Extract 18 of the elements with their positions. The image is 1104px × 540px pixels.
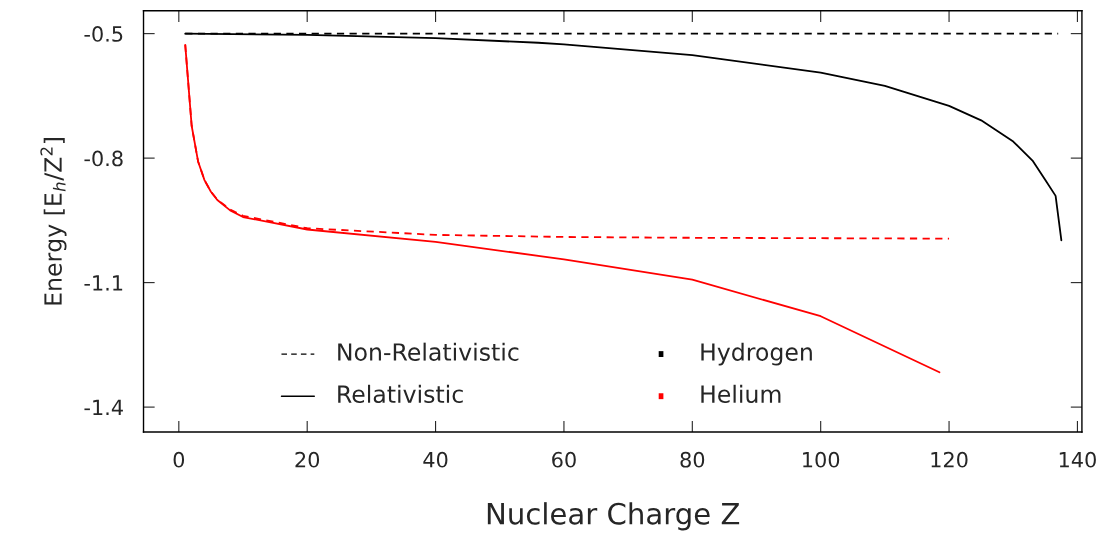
annotation: Relativistic bbox=[338, 384, 463, 404]
x-tick-label: 100 bbox=[803, 451, 840, 468]
x-tick-label: 20 bbox=[295, 451, 320, 468]
x-tick-label: 40 bbox=[423, 451, 448, 468]
y-tick-label: -0.8 bbox=[84, 150, 123, 167]
y-tick-label: -1.1 bbox=[84, 275, 123, 291]
annotation: Helium bbox=[701, 384, 781, 404]
y-axis-title: Energy [E$_{h}$/Z$^{2}$] bbox=[40, 138, 67, 305]
x-tick-label: 0 bbox=[173, 451, 185, 468]
y-tick-label: -1.4 bbox=[84, 399, 123, 416]
annotation: Hydrogen bbox=[701, 342, 812, 366]
y-tick-label: -0.5 bbox=[84, 26, 123, 42]
x-tick-label: 80 bbox=[680, 451, 705, 468]
x-axis-title: Nuclear Charge Z bbox=[487, 502, 740, 531]
x-tick-label: 140 bbox=[1059, 451, 1096, 468]
x-tick-label: 60 bbox=[552, 451, 576, 468]
x-tick-label: 120 bbox=[931, 451, 968, 468]
annotation: Non-Relativistic bbox=[338, 342, 519, 361]
